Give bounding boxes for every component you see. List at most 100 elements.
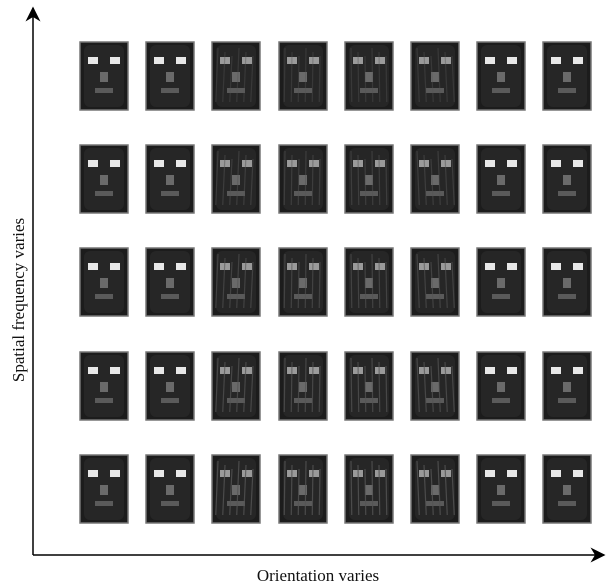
eye bbox=[242, 57, 252, 64]
nose bbox=[100, 278, 108, 288]
mouth bbox=[360, 88, 378, 93]
texture-stroke bbox=[372, 461, 373, 515]
nose bbox=[232, 175, 240, 185]
mouth bbox=[360, 191, 378, 196]
texture-stroke bbox=[351, 48, 352, 102]
face-image bbox=[345, 42, 393, 110]
mouth bbox=[161, 191, 179, 196]
texture-stroke bbox=[386, 366, 387, 412]
eye bbox=[573, 160, 583, 167]
nose bbox=[166, 72, 174, 82]
eye bbox=[573, 263, 583, 270]
mouth bbox=[161, 398, 179, 403]
nose bbox=[166, 278, 174, 288]
mouth bbox=[294, 398, 312, 403]
nose bbox=[497, 278, 505, 288]
mouth bbox=[426, 398, 444, 403]
face-image bbox=[411, 248, 459, 316]
texture-stroke bbox=[351, 358, 352, 412]
eye bbox=[242, 367, 252, 374]
texture-stroke bbox=[298, 262, 299, 308]
texture-stroke bbox=[284, 254, 285, 308]
texture-stroke bbox=[358, 362, 359, 412]
eye bbox=[242, 263, 252, 270]
face-image bbox=[543, 352, 591, 420]
eye bbox=[176, 57, 186, 64]
texture-stroke bbox=[291, 465, 292, 515]
eye bbox=[551, 367, 561, 374]
texture-stroke bbox=[319, 469, 320, 515]
mouth bbox=[95, 501, 113, 506]
eye bbox=[507, 470, 517, 477]
texture-stroke bbox=[379, 52, 380, 102]
face-image bbox=[146, 145, 194, 213]
face-image bbox=[279, 248, 327, 316]
mouth bbox=[95, 294, 113, 299]
mouth bbox=[294, 191, 312, 196]
nose bbox=[100, 485, 108, 495]
texture-stroke bbox=[312, 52, 313, 102]
eye bbox=[154, 470, 164, 477]
eye bbox=[242, 470, 252, 477]
texture-stroke bbox=[312, 465, 313, 515]
mouth bbox=[426, 191, 444, 196]
texture-stroke bbox=[386, 159, 387, 205]
nose bbox=[497, 485, 505, 495]
texture-stroke bbox=[351, 151, 352, 205]
texture-stroke bbox=[372, 151, 373, 205]
eye bbox=[110, 263, 120, 270]
eye bbox=[507, 57, 517, 64]
texture-stroke bbox=[319, 262, 320, 308]
mouth bbox=[360, 294, 378, 299]
figure: Spatial frequency varies Orientation var… bbox=[0, 0, 608, 588]
face-image bbox=[477, 455, 525, 523]
face-image bbox=[477, 145, 525, 213]
nose bbox=[497, 382, 505, 392]
mouth bbox=[161, 88, 179, 93]
eye bbox=[507, 160, 517, 167]
mouth bbox=[161, 501, 179, 506]
eye bbox=[176, 367, 186, 374]
mouth bbox=[426, 88, 444, 93]
nose bbox=[563, 175, 571, 185]
nose bbox=[232, 72, 240, 82]
face-image bbox=[212, 42, 260, 110]
eye bbox=[551, 470, 561, 477]
eye bbox=[154, 367, 164, 374]
eye bbox=[375, 367, 385, 374]
mouth bbox=[360, 501, 378, 506]
image-grid bbox=[80, 42, 591, 523]
eye bbox=[485, 160, 495, 167]
eye bbox=[551, 57, 561, 64]
eye bbox=[309, 263, 319, 270]
face-image bbox=[279, 145, 327, 213]
mouth bbox=[492, 88, 510, 93]
nose bbox=[232, 278, 240, 288]
eye bbox=[507, 263, 517, 270]
face-image bbox=[146, 455, 194, 523]
texture-stroke bbox=[319, 159, 320, 205]
eye bbox=[110, 470, 120, 477]
texture-stroke bbox=[365, 366, 366, 412]
eye bbox=[242, 160, 252, 167]
eye bbox=[573, 367, 583, 374]
eye bbox=[375, 57, 385, 64]
page: {"y_axis_label": "Spatial frequency vari… bbox=[0, 0, 608, 588]
mouth bbox=[360, 398, 378, 403]
texture-stroke bbox=[386, 262, 387, 308]
texture-stroke bbox=[305, 461, 306, 515]
eye bbox=[88, 160, 98, 167]
mouth bbox=[558, 191, 576, 196]
eye bbox=[309, 470, 319, 477]
nose bbox=[563, 485, 571, 495]
eye bbox=[573, 470, 583, 477]
eye bbox=[309, 367, 319, 374]
texture-stroke bbox=[319, 56, 320, 102]
texture-stroke bbox=[386, 469, 387, 515]
face-image bbox=[345, 352, 393, 420]
texture-stroke bbox=[379, 155, 380, 205]
mouth bbox=[426, 294, 444, 299]
mouth bbox=[95, 191, 113, 196]
texture-stroke bbox=[312, 258, 313, 308]
face-image bbox=[543, 248, 591, 316]
